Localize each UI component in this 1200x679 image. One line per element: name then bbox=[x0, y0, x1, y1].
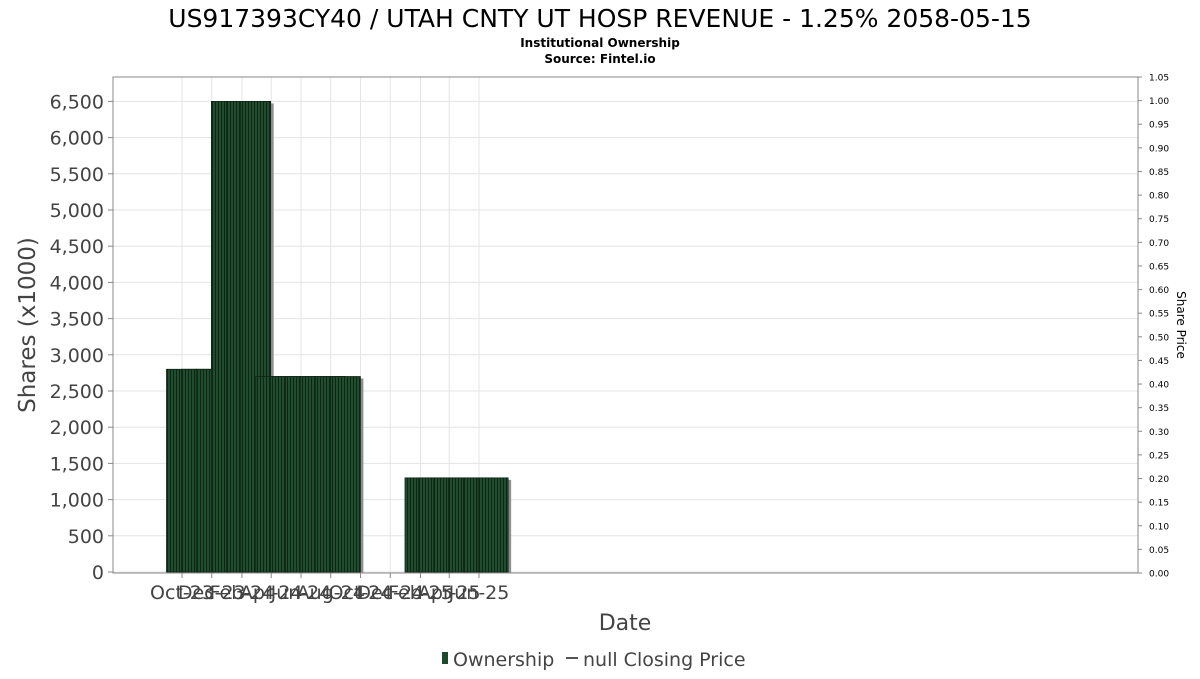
x-tick-label: Oct-23 bbox=[150, 582, 214, 604]
x-tick-label: Aug-24 bbox=[297, 582, 365, 604]
y2-tick-label: 0.35 bbox=[1149, 404, 1169, 414]
y2-tick-label: 0.95 bbox=[1149, 121, 1169, 131]
y2-tick-label: 0.40 bbox=[1149, 381, 1169, 391]
y-tick-label: 3,500 bbox=[50, 309, 104, 331]
y2-tick-label: 0.90 bbox=[1149, 144, 1169, 154]
x-tick-label: Feb-24 bbox=[210, 582, 275, 604]
y2-tick-label: 0.15 bbox=[1149, 499, 1169, 509]
bar bbox=[477, 477, 509, 573]
y-tick-label: 500 bbox=[68, 526, 104, 548]
y2-tick-label: 0.30 bbox=[1149, 428, 1169, 438]
x-tick-label: Jun-24 bbox=[270, 582, 332, 604]
y-tick-label: 5,000 bbox=[50, 200, 104, 222]
chart-subtitle: Institutional Ownership bbox=[520, 36, 680, 50]
y-tick-label: 2,500 bbox=[50, 381, 104, 403]
legend-closing-price-label: null Closing Price bbox=[583, 649, 746, 671]
y-tick-label: 0 bbox=[92, 562, 104, 584]
y2-tick-label: 0.00 bbox=[1149, 570, 1169, 580]
y-tick-label: 4,500 bbox=[50, 236, 104, 258]
y2-tick-label: 0.50 bbox=[1149, 333, 1169, 343]
y-tick-label: 1,500 bbox=[50, 453, 104, 475]
x-tick-label: Feb-25 bbox=[388, 582, 453, 604]
y-axis-left: 0 500 1,000 1,500 2,000 2,500 3,000 3,500 4,000 4… bbox=[50, 91, 113, 584]
y2-tick-label: 1.05 bbox=[1149, 74, 1169, 84]
y-tick-label: 5,500 bbox=[50, 164, 104, 186]
x-tick-label: Dec-24 bbox=[356, 582, 424, 604]
chart-source: Source: Fintel.io bbox=[544, 52, 655, 66]
y2-tick-label: 0.80 bbox=[1149, 192, 1169, 202]
y-tick-label: 1,000 bbox=[50, 490, 104, 512]
y2-tick-label: 0.85 bbox=[1149, 168, 1169, 178]
y2-tick-label: 0.70 bbox=[1149, 239, 1169, 249]
x-axis: Oct-23Dec-23Feb-24Apr-24Jun-24Aug-24Oct-… bbox=[150, 573, 509, 604]
x-tick-label: Apr-24 bbox=[240, 582, 303, 604]
legend-ownership-label: Ownership bbox=[453, 649, 554, 671]
y2-tick-label: 0.75 bbox=[1149, 215, 1169, 225]
y2-axis-label: Share Price bbox=[1174, 291, 1188, 359]
y-axis-label: Shares (x1000) bbox=[15, 237, 41, 413]
bar-series-ownership bbox=[166, 101, 512, 574]
y-tick-label: 3,000 bbox=[50, 345, 104, 367]
y-axis-right: 0.00 0.05 0.10 0.15 0.20 0.25 0.30 0.35 0.40 0.45… bbox=[1138, 74, 1169, 580]
x-tick-label: Oct-24 bbox=[329, 582, 393, 604]
legend-ownership-swatch bbox=[442, 652, 448, 664]
plot-frame bbox=[112, 76, 1139, 574]
y-tick-label: 6,000 bbox=[50, 128, 104, 150]
y2-tick-label: 0.25 bbox=[1149, 451, 1169, 461]
y2-tick-label: 0.60 bbox=[1149, 286, 1169, 296]
y2-tick-label: 0.10 bbox=[1149, 522, 1169, 532]
x-tick-label: Apr-25 bbox=[418, 582, 481, 604]
legend: Ownership null Closing Price bbox=[442, 649, 746, 671]
x-axis-label: Date bbox=[599, 611, 652, 636]
y2-tick-label: 1.00 bbox=[1149, 97, 1169, 107]
y2-tick-label: 0.45 bbox=[1149, 357, 1169, 367]
chart-title: US917393CY40 / UTAH CNTY UT HOSP REVENUE… bbox=[168, 4, 1031, 33]
y2-tick-label: 0.05 bbox=[1149, 546, 1169, 556]
y2-tick-label: 0.65 bbox=[1149, 262, 1169, 272]
bar bbox=[329, 376, 361, 573]
x-tick-label: Dec-23 bbox=[178, 582, 246, 604]
y-tick-label: 4,000 bbox=[50, 272, 104, 294]
x-tick-label: Jun-25 bbox=[448, 582, 510, 604]
y2-tick-label: 0.20 bbox=[1149, 475, 1169, 485]
y-tick-label: 2,000 bbox=[50, 417, 104, 439]
y-tick-label: 6,500 bbox=[50, 91, 104, 113]
y2-tick-label: 0.55 bbox=[1149, 310, 1169, 320]
